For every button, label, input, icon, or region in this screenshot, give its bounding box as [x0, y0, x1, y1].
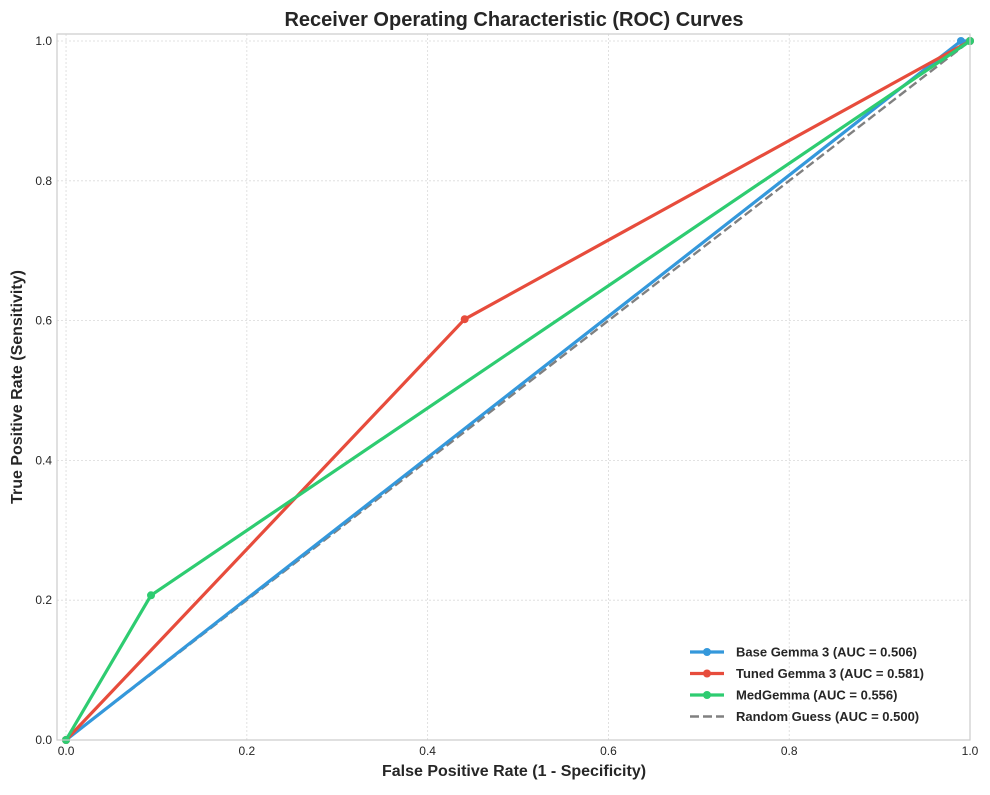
- x-tick-label: 1.0: [962, 744, 979, 758]
- legend-marker: [703, 691, 711, 699]
- data-point-marker: [956, 36, 965, 45]
- x-tick-label: 0.2: [238, 744, 255, 758]
- legend-label: Random Guess (AUC = 0.500): [736, 709, 919, 724]
- y-tick-label: 0.0: [35, 733, 52, 747]
- series-2: [62, 36, 974, 744]
- chart-title: Receiver Operating Characteristic (ROC) …: [284, 9, 743, 31]
- series-line: [64, 39, 972, 742]
- y-tick-label: 0.8: [35, 174, 52, 188]
- y-tick-label: 1.0: [35, 34, 52, 48]
- legend-label: MedGemma (AUC = 0.556): [736, 688, 897, 703]
- y-axis-label: True Positive Rate (Sensitivity): [9, 270, 26, 504]
- y-tick-label: 0.6: [35, 314, 52, 328]
- legend-label: Tuned Gemma 3 (AUC = 0.581): [736, 666, 924, 681]
- legend: Base Gemma 3 (AUC = 0.506) Tuned Gemma 3 …: [690, 645, 924, 724]
- legend-marker: [703, 669, 711, 678]
- legend-marker: [703, 648, 711, 656]
- plot-series: [62, 36, 974, 744]
- legend-item: Tuned Gemma 3 (AUC = 0.581): [690, 666, 924, 681]
- x-tick-label: 0.4: [419, 744, 436, 758]
- data-point-marker: [147, 591, 156, 600]
- plot-frame: [56, 33, 971, 741]
- legend-item: MedGemma (AUC = 0.556): [690, 688, 897, 703]
- legend-item: Random Guess (AUC = 0.500): [690, 709, 919, 724]
- x-tick-label: 0.0: [58, 744, 75, 758]
- legend-item: Base Gemma 3 (AUC = 0.506): [690, 645, 917, 660]
- y-tick-label: 0.4: [35, 453, 52, 467]
- x-tick-label: 0.8: [781, 744, 798, 758]
- data-point-marker: [460, 315, 469, 324]
- y-tick-label: 0.2: [35, 593, 52, 607]
- legend-label: Base Gemma 3 (AUC = 0.506): [736, 645, 917, 660]
- x-tick-label: 0.6: [600, 744, 617, 758]
- x-axis-label: False Positive Rate (1 - Specificity): [382, 763, 646, 780]
- axis-ticks: 0.0 0.2 0.4 0.6 0.8 1.0 0.0 0.2 0.4 0.6 0.8 1.0: [35, 34, 978, 758]
